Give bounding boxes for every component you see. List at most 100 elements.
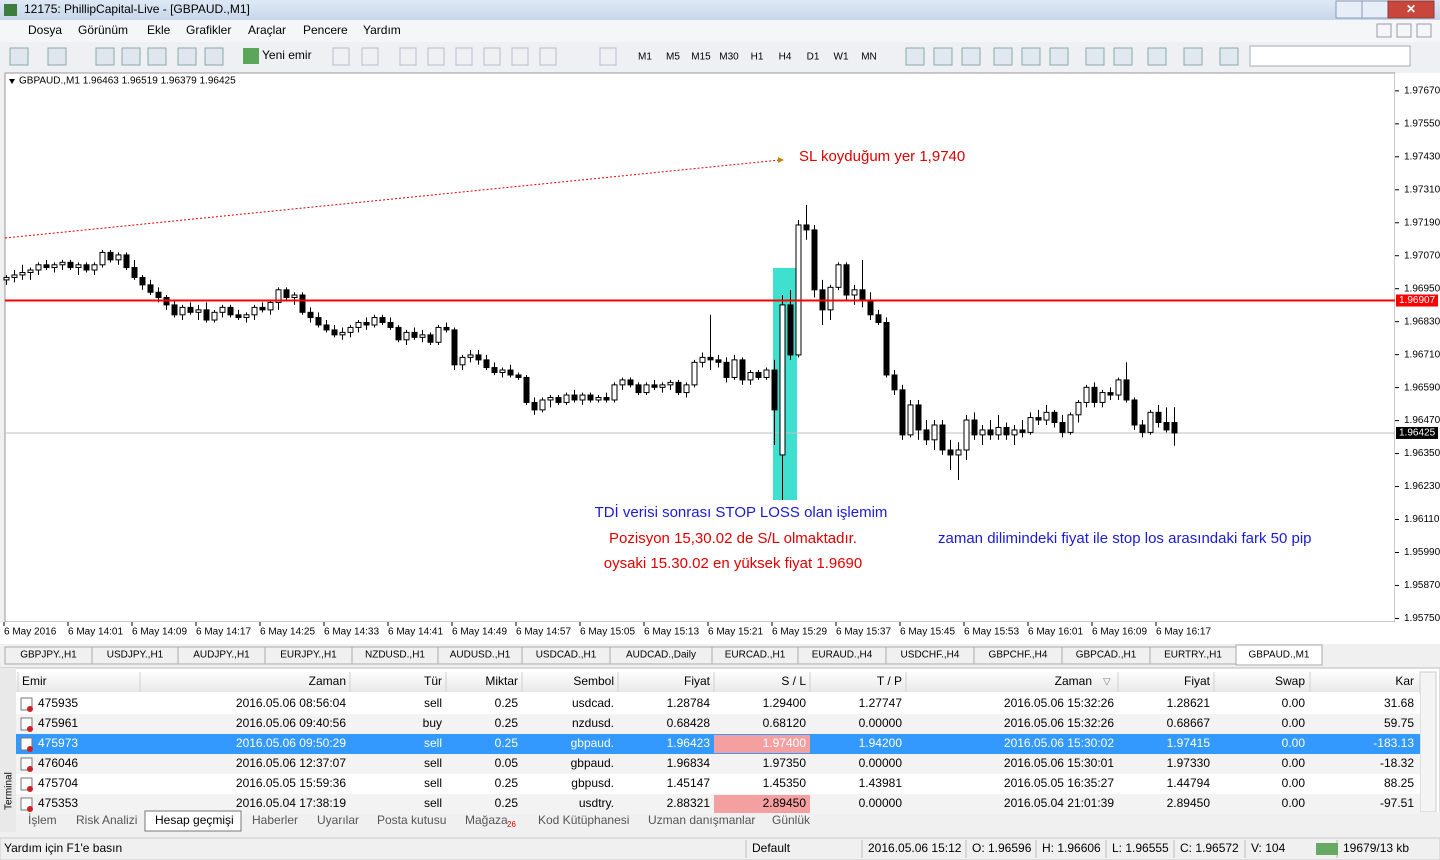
terminal-tab[interactable]: Kod Kütüphanesi — [538, 813, 629, 827]
toolbar-icon[interactable] — [332, 47, 350, 66]
symbol-tab-label[interactable]: EURJPY.,H1 — [280, 650, 337, 661]
column-header[interactable]: Zaman — [1055, 674, 1092, 688]
toolbar-icon[interactable] — [1183, 47, 1203, 66]
maximize-button[interactable] — [1361, 0, 1389, 19]
toolbar-icon[interactable] — [9, 47, 29, 66]
toolbar-icon[interactable] — [599, 47, 617, 66]
symbol-tab-label[interactable]: AUDCAD.,Daily — [626, 650, 696, 661]
table-row[interactable] — [16, 694, 1420, 714]
toolbar-icon[interactable] — [905, 47, 925, 66]
terminal-tab[interactable]: Uyarılar — [317, 813, 359, 827]
toolbar-icon[interactable] — [95, 47, 115, 66]
mdi-button[interactable] — [1376, 23, 1392, 38]
search-box[interactable] — [1249, 45, 1411, 67]
timeframe-button[interactable]: H4 — [779, 52, 792, 63]
toolbar-icon[interactable] — [1049, 47, 1069, 66]
candle-body — [347, 326, 354, 333]
toolbar-icon[interactable] — [1085, 47, 1105, 66]
menu-item[interactable]: Grafikler — [186, 23, 231, 37]
toolbar-icon[interactable] — [361, 47, 379, 66]
terminal-tab[interactable]: Günlük — [772, 813, 811, 827]
symbol-tab-label[interactable]: USDCHF.,H4 — [901, 650, 960, 661]
toolbar-icon[interactable] — [121, 47, 141, 66]
terminal-tab[interactable]: Uzman danışmanlar — [648, 813, 755, 827]
symbol-tab-label[interactable]: USDCAD.,H1 — [536, 650, 597, 661]
timeframe-button[interactable]: H1 — [751, 52, 764, 63]
column-header[interactable]: Fiyat — [1184, 674, 1211, 688]
toolbar-icon[interactable] — [1021, 47, 1041, 66]
symbol-tab-label[interactable]: GBPCHF.,H4 — [989, 650, 1048, 661]
table-row[interactable] — [16, 774, 1420, 794]
symbol-tab[interactable] — [1235, 644, 1323, 666]
menu-item[interactable]: Görünüm — [78, 23, 128, 37]
terminal-tab[interactable]: Risk Analizi — [76, 813, 137, 827]
toolbar-icon[interactable] — [993, 47, 1013, 66]
column-header[interactable]: Tür — [424, 674, 442, 688]
table-scrollbar[interactable] — [1419, 671, 1437, 813]
timeframe-button[interactable]: M30 — [719, 52, 739, 63]
new-order-icon[interactable] — [243, 48, 259, 64]
symbol-tab-label[interactable]: AUDUSD.,H1 — [450, 650, 511, 661]
toolbar-icon[interactable] — [1219, 47, 1239, 66]
symbol-tab-label[interactable]: NZDUSD.,H1 — [365, 650, 425, 661]
symbol-tab-label[interactable]: EURAUD.,H4 — [812, 650, 873, 661]
close-button[interactable] — [1387, 0, 1435, 19]
table-cell: 475973 — [38, 736, 78, 750]
mdi-button[interactable] — [1396, 23, 1412, 38]
menu-item[interactable]: Ekle — [147, 23, 171, 37]
column-header[interactable]: Emir — [22, 674, 47, 688]
terminal-tab[interactable]: Haberler — [252, 813, 298, 827]
column-header[interactable]: T / P — [877, 674, 902, 688]
symbol-tab-label[interactable]: USDJPY.,H1 — [107, 650, 164, 661]
column-header[interactable]: Miktar — [485, 674, 518, 688]
terminal-tab[interactable]: Posta kutusu — [377, 813, 446, 827]
candle-body — [379, 317, 386, 323]
timeframe-button[interactable]: MN — [861, 52, 877, 63]
timeframe-button[interactable]: W1 — [834, 52, 849, 63]
column-header[interactable]: Swap — [1275, 674, 1305, 688]
toolbar-icon[interactable] — [204, 47, 224, 66]
column-header[interactable]: Kar — [1395, 674, 1414, 688]
menu-item[interactable]: Dosya — [28, 23, 62, 37]
timeframe-button[interactable]: M1 — [638, 52, 652, 63]
column-header[interactable]: Sembol — [573, 674, 614, 688]
column-header[interactable]: Fiyat — [684, 674, 711, 688]
timeframe-button[interactable]: M15 — [691, 52, 711, 63]
candle-body — [483, 359, 490, 369]
toolbar-icon[interactable] — [1113, 47, 1133, 66]
mdi-button[interactable] — [1416, 23, 1432, 38]
symbol-tab-label[interactable]: GBPJPY.,H1 — [20, 650, 77, 661]
toolbar-icon[interactable] — [427, 47, 445, 66]
toolbar-icon[interactable] — [47, 47, 67, 66]
timeframe-button[interactable]: M5 — [666, 52, 680, 63]
minimize-button[interactable] — [1335, 0, 1363, 19]
toolbar-icon[interactable] — [483, 47, 501, 66]
symbol-tab-label[interactable]: GBPAUD.,M1 — [1249, 650, 1310, 661]
timeframe-button[interactable]: D1 — [807, 52, 820, 63]
toolbar-icon[interactable] — [177, 47, 197, 66]
column-header[interactable]: Zaman — [309, 674, 346, 688]
menu-item[interactable]: Araçlar — [248, 23, 286, 37]
toolbar-icon[interactable] — [511, 47, 529, 66]
symbol-tab-label[interactable]: GBPCAD.,H1 — [1076, 650, 1137, 661]
toolbar-icon[interactable] — [933, 47, 953, 66]
symbol-tab-label[interactable]: AUDJPY.,H1 — [193, 650, 250, 661]
menu-item[interactable]: Yardım — [363, 23, 401, 37]
toolbar-icon[interactable] — [961, 47, 981, 66]
toolbar-icon[interactable] — [455, 47, 473, 66]
column-header[interactable]: S / L — [781, 674, 806, 688]
y-tick-label: 1.97430 — [1404, 151, 1440, 162]
terminal-tab[interactable]: Hesap geçmişi — [155, 813, 234, 827]
terminal-tab[interactable]: Mağaza — [465, 813, 508, 827]
toolbar-icon[interactable] — [399, 47, 417, 66]
symbol-tab-label[interactable]: EURTRY.,H1 — [1164, 650, 1222, 661]
table-row[interactable] — [16, 754, 1420, 774]
symbol-tab-label[interactable]: EURCAD.,H1 — [725, 650, 786, 661]
terminal-tab[interactable]: İşlem — [28, 813, 57, 827]
toolbar-icon[interactable] — [147, 47, 167, 66]
table-row[interactable] — [16, 714, 1420, 734]
menu-item[interactable]: Pencere — [303, 23, 348, 37]
toolbar-icon[interactable] — [539, 47, 557, 66]
toolbar-icon[interactable] — [1147, 47, 1167, 66]
new-order-button[interactable]: Yeni emir — [262, 48, 312, 62]
